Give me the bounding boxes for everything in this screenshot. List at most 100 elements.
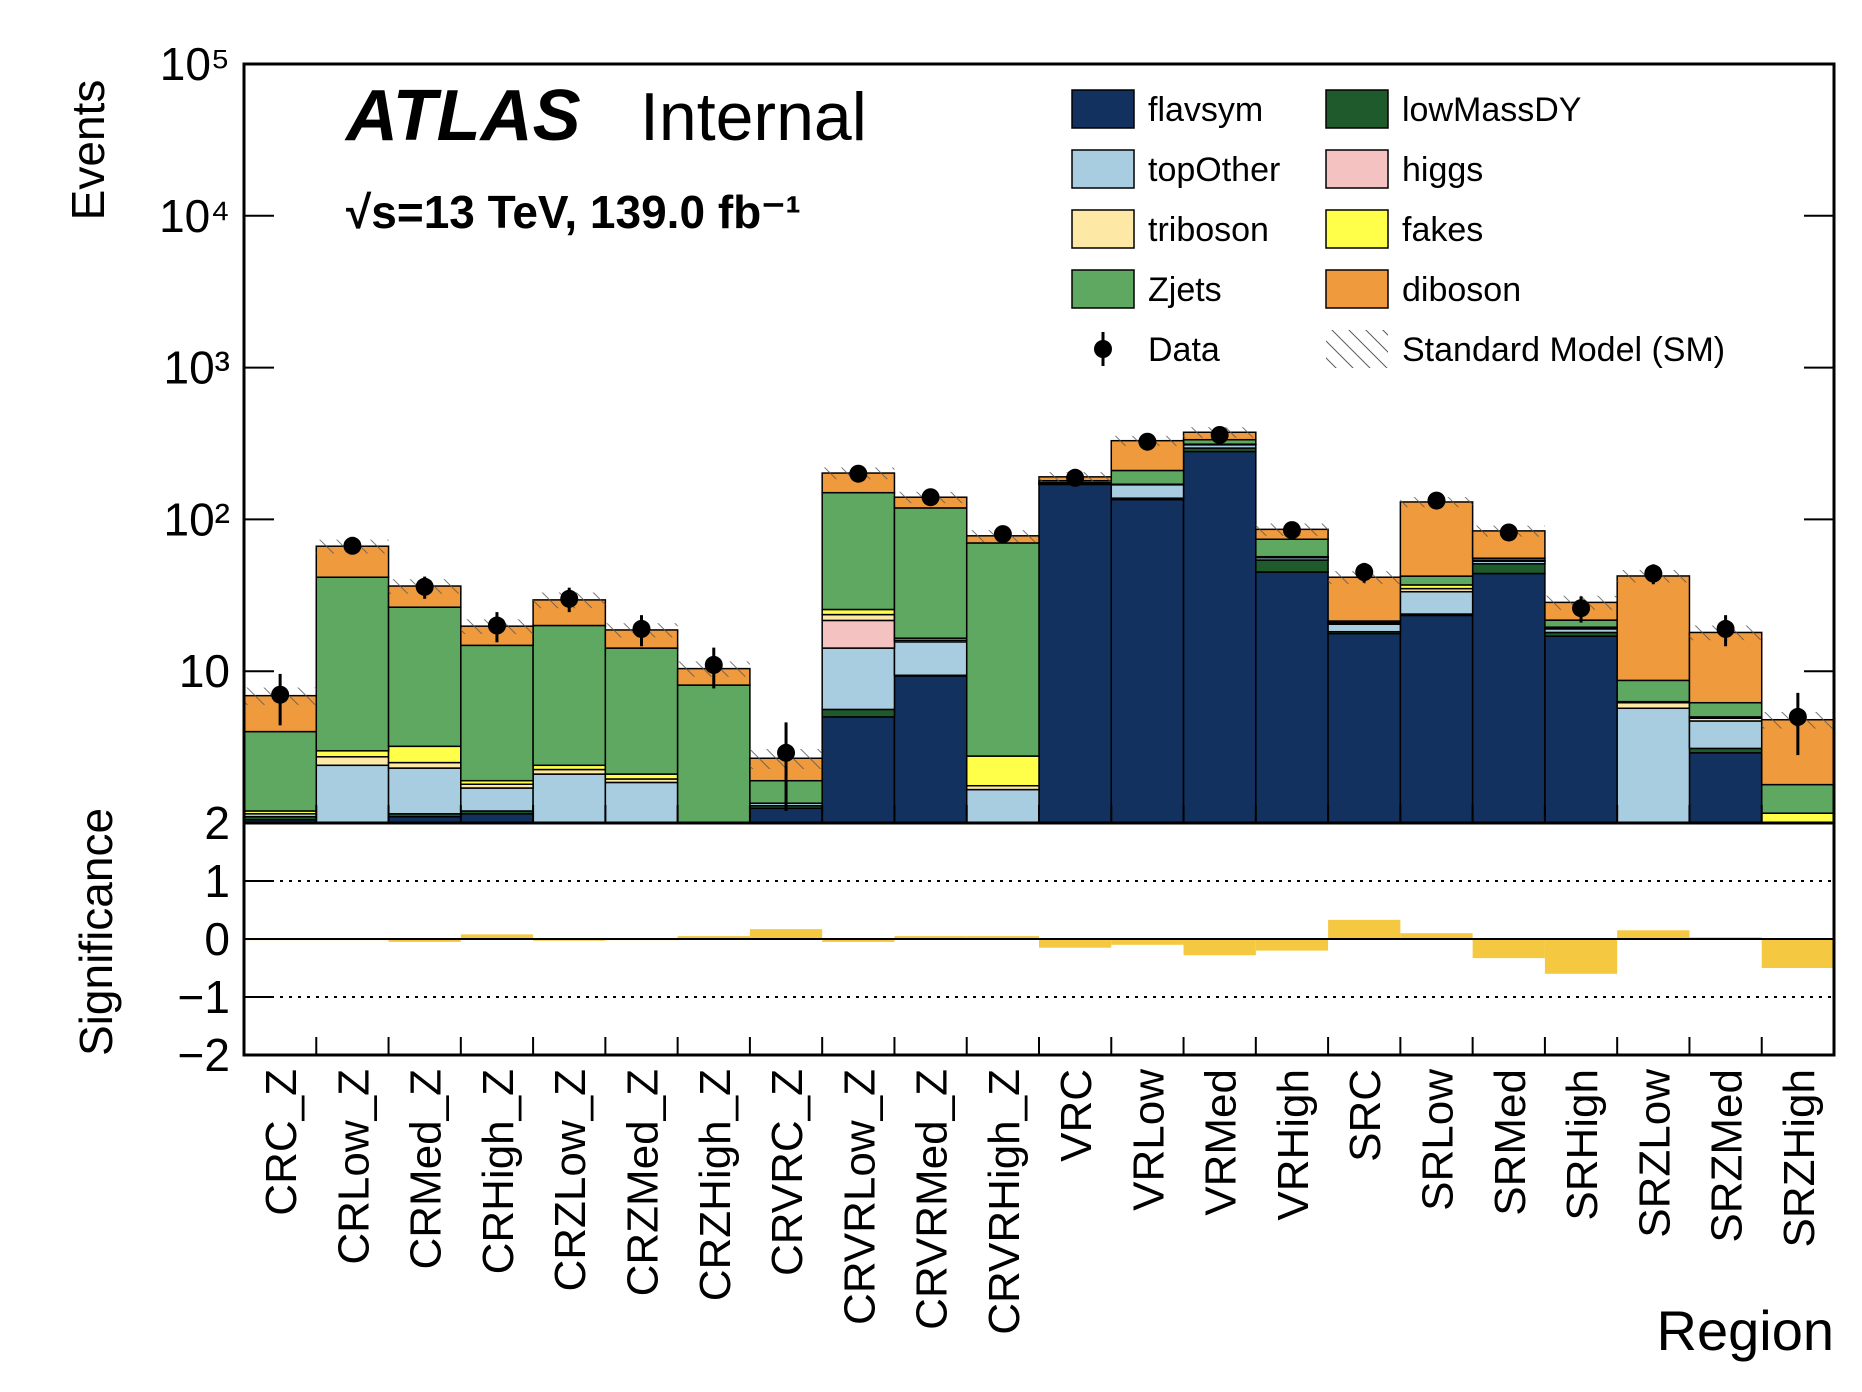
y-tick-label: 10² (164, 493, 230, 545)
significance-bar (966, 936, 1039, 939)
x-tick-label: SRZHigh (1775, 1069, 1824, 1248)
stack-segment (1182, 450, 1257, 824)
stack-segment (1616, 575, 1691, 682)
stack-segment (243, 730, 318, 812)
stack-segment (460, 787, 534, 812)
data-point (632, 619, 651, 638)
stack-segment (604, 647, 679, 775)
stack-segment (893, 675, 968, 824)
x-tick-label: SRLow (1414, 1069, 1463, 1211)
x-tick-label: VRLow (1124, 1069, 1173, 1211)
x-tick-label: CRLow_Z (329, 1069, 378, 1265)
data-point (1210, 425, 1229, 444)
significance-bar (1617, 930, 1690, 939)
data-point (1788, 707, 1807, 726)
significance-bar (677, 936, 750, 939)
stack-segment (1327, 623, 1402, 633)
stack-segment (1110, 484, 1185, 499)
stack-segment (532, 624, 607, 767)
stack-segment (1110, 469, 1185, 485)
significance-bar (1472, 939, 1545, 959)
stack-segment (821, 613, 896, 622)
significance-bar (1039, 939, 1112, 948)
x-tick-label: VRHigh (1269, 1069, 1318, 1221)
stack-segment (1255, 571, 1329, 824)
legend-label: Zjets (1148, 271, 1222, 309)
stack-segment (315, 756, 390, 767)
data-point (1499, 523, 1518, 542)
legend-label: triboson (1148, 211, 1269, 249)
stack-segment (1255, 538, 1329, 558)
stack-segment (893, 641, 968, 677)
y-tick-label: 10³ (164, 342, 230, 394)
legend-swatch (1071, 149, 1135, 189)
x-tick-label: CRVRMed_Z (908, 1069, 957, 1330)
x-tick-label: CRMed_Z (402, 1069, 451, 1270)
stack-segment (821, 608, 896, 616)
x-tick-label: SRHigh (1558, 1069, 1607, 1221)
stack-segment (315, 750, 390, 758)
data-point (1644, 564, 1663, 583)
x-tick-label: SRC (1341, 1069, 1390, 1162)
x-tick-label: CRZLow_Z (546, 1069, 595, 1292)
stack-segment (965, 542, 1040, 757)
data-point (1138, 432, 1157, 451)
legend-swatch (1326, 330, 1388, 368)
legend-label: higgs (1402, 151, 1483, 189)
x-tick-label: CRZHigh_Z (691, 1069, 740, 1301)
stack-segment (604, 781, 679, 824)
significance-bar (388, 939, 461, 942)
x-tick-label: CRC_Z (257, 1069, 306, 1216)
legend-label: flavsym (1148, 91, 1263, 129)
stack-segment (1688, 701, 1763, 718)
data-point (1355, 563, 1374, 582)
legend-swatch (1325, 89, 1389, 129)
data-point (849, 464, 868, 483)
data-point (1066, 468, 1085, 487)
significance-bar (1111, 939, 1184, 945)
y-axis-title: Events (62, 80, 114, 221)
significance-bar (1255, 939, 1329, 951)
x-tick-label: SRZLow (1630, 1069, 1679, 1238)
data-point (921, 488, 940, 507)
stack-segment (821, 491, 896, 611)
stack-segment (676, 684, 751, 824)
x-tick-label: CRZMed_Z (619, 1069, 668, 1296)
stack-segment (460, 644, 534, 782)
y-tick-label: −2 (178, 1029, 230, 1081)
stack-segment (315, 576, 390, 752)
stack-segment (1255, 559, 1329, 573)
legend-label: lowMassDY (1402, 91, 1581, 129)
significance-bar (1328, 919, 1401, 939)
y-tick-label: 0 (204, 913, 230, 965)
y-tick-label: 10⁴ (159, 190, 230, 242)
data-point (1282, 521, 1301, 540)
x-tick-label: CRVRHigh_Z (980, 1069, 1029, 1335)
data-point (993, 525, 1012, 544)
data-point (415, 577, 434, 596)
data-point (1427, 491, 1446, 510)
stack-segment (1616, 679, 1691, 703)
stack-segment (1760, 783, 1835, 814)
y-tick-label: 10⁵ (160, 38, 230, 90)
legend-label: Data (1148, 331, 1220, 369)
significance-bar (1544, 939, 1618, 974)
stack-segment (821, 708, 896, 718)
legend-data-marker (1094, 340, 1112, 358)
x-tick-label: CRHigh_Z (474, 1069, 523, 1274)
legend-swatch (1325, 269, 1389, 309)
y-tick-label: 1 (204, 855, 230, 907)
data-point (777, 743, 796, 762)
significance-bar (749, 929, 823, 939)
stack-segment (1544, 635, 1618, 824)
x-tick-label: VRMed (1197, 1069, 1246, 1216)
x-tick-label: CRVRLow_Z (835, 1069, 884, 1325)
stack-segment (821, 619, 896, 649)
data-point (560, 589, 579, 608)
significance-bar (822, 939, 895, 942)
y-tick-label: 10 (179, 645, 230, 697)
stack-segment (1399, 590, 1474, 615)
significance-bar (1183, 939, 1256, 956)
data-point (1572, 599, 1591, 618)
